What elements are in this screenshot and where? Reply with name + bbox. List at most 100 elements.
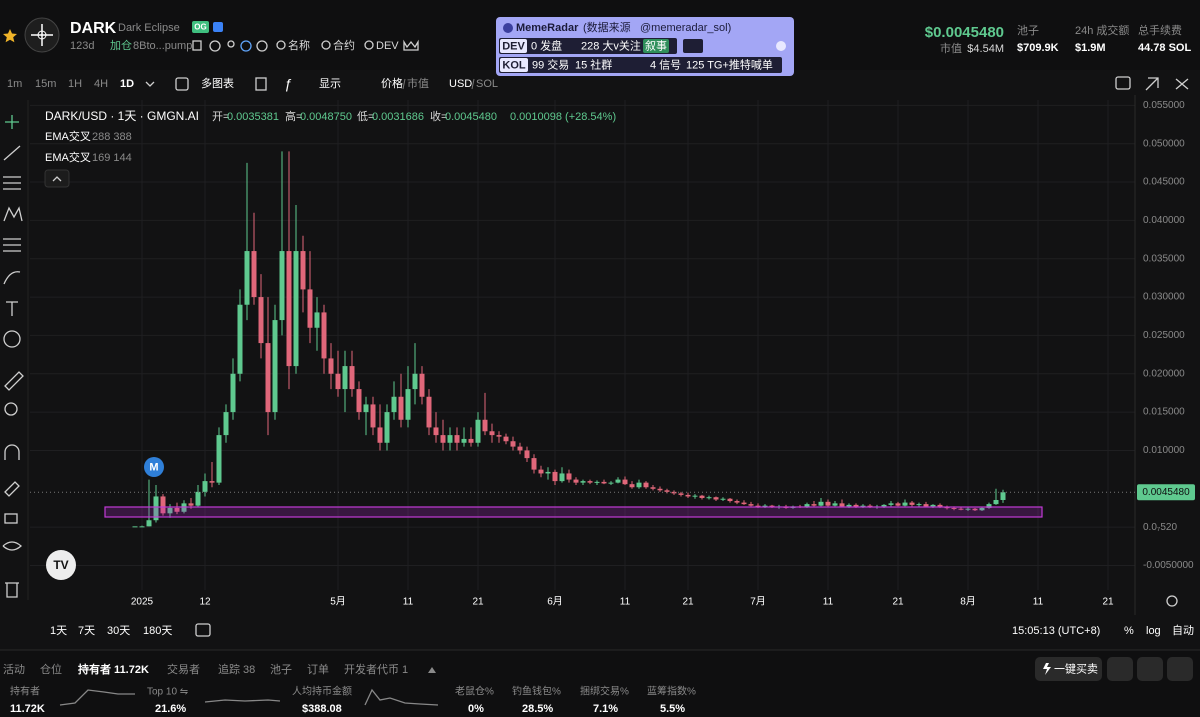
tab[interactable]: 交易者: [167, 662, 200, 676]
tab[interactable]: 开发者代币 1: [344, 662, 408, 676]
price-toggle[interactable]: 价格: [381, 76, 403, 90]
dropdown[interactable]: [145, 81, 155, 87]
mcap: $4.54M: [967, 43, 1004, 55]
y-tick-label: 0.055000: [1143, 100, 1185, 111]
tab[interactable]: 池子: [270, 663, 292, 676]
tab-active[interactable]: 持有者 11.72K: [78, 662, 149, 676]
projection-tool[interactable]: [3, 238, 21, 252]
interval[interactable]: 15m: [35, 78, 56, 90]
copy-icon[interactable]: [192, 40, 202, 51]
search-icon[interactable]: [321, 40, 331, 50]
expand-icon[interactable]: [1145, 77, 1159, 91]
brush-tool[interactable]: [3, 271, 21, 285]
range[interactable]: 180天: [143, 625, 172, 637]
candle-body: [713, 497, 719, 500]
candle-body: [1000, 492, 1006, 500]
icon-button[interactable]: [1137, 657, 1163, 681]
refresh-icon[interactable]: [776, 41, 786, 51]
sol-toggle[interactable]: SOL: [476, 78, 498, 90]
candle-body: [503, 436, 509, 442]
camera-icon[interactable]: [1115, 76, 1131, 90]
ruler-tool[interactable]: [4, 371, 24, 391]
buy-button[interactable]: [1035, 657, 1102, 681]
chart-title: DARK/USD · 1天 · GMGN.AI: [45, 109, 199, 123]
interval-active[interactable]: 1D: [120, 78, 134, 90]
candle-body: [832, 503, 838, 506]
delete-tool[interactable]: [5, 582, 19, 598]
tab-caret[interactable]: [428, 667, 436, 673]
search-icon[interactable]: [364, 40, 374, 50]
text-tool[interactable]: [6, 301, 18, 316]
story-bg: [643, 39, 669, 53]
range[interactable]: 1天: [50, 625, 67, 637]
candle-body: [475, 419, 481, 443]
address[interactable]: 8Bto...pump: [133, 40, 192, 52]
x-tick-label: 11: [403, 597, 414, 608]
usd-toggle[interactable]: USD: [449, 78, 472, 90]
stat-label: Top 10 ⇋: [147, 687, 188, 698]
lock-draw-tool[interactable]: [4, 481, 20, 497]
icon-button[interactable]: [1167, 657, 1193, 681]
add-icon[interactable]: [175, 77, 189, 91]
ohlc-value: 0.0045480: [445, 111, 497, 123]
candle-body: [958, 508, 964, 510]
settings-icon[interactable]: [1166, 595, 1178, 607]
web-icon[interactable]: [209, 40, 221, 52]
signals: 4 信号: [650, 58, 681, 71]
trendline-tool[interactable]: [3, 145, 21, 161]
pattern-tool[interactable]: [3, 206, 23, 222]
fx-icon[interactable]: ƒ: [284, 76, 292, 92]
lock-tool[interactable]: [4, 513, 18, 524]
percent-toggle[interactable]: %: [1124, 625, 1134, 637]
auto-toggle[interactable]: 自动: [1172, 624, 1194, 637]
marker-bg[interactable]: [144, 457, 164, 477]
collapse-button[interactable]: [44, 169, 70, 188]
fullscreen-icon[interactable]: [1175, 78, 1189, 90]
link-dev[interactable]: DEV: [376, 40, 399, 52]
zoom-tool[interactable]: [4, 402, 18, 416]
candle-body: [888, 503, 894, 505]
emoji-tool[interactable]: [3, 330, 21, 348]
stat-label: 持有者: [10, 685, 40, 698]
tab[interactable]: 订单: [307, 663, 329, 676]
scan-icon[interactable]: [240, 40, 252, 52]
log-toggle[interactable]: log: [1146, 625, 1161, 637]
og-badge-bg: [192, 21, 209, 33]
interval[interactable]: 4H: [94, 78, 108, 90]
tab[interactable]: 仓位: [40, 662, 62, 676]
candle-body: [615, 479, 621, 483]
hide-tool[interactable]: [2, 541, 22, 551]
calendar-icon[interactable]: [195, 623, 211, 637]
communities: 15 社群: [575, 57, 612, 71]
user-icon[interactable]: [227, 40, 235, 48]
candle-body: [153, 496, 159, 521]
range[interactable]: 30天: [107, 625, 130, 637]
tab[interactable]: 活动: [3, 663, 25, 676]
display[interactable]: 显示: [319, 77, 341, 90]
range[interactable]: 7天: [78, 625, 95, 637]
tab[interactable]: 追踪 38: [218, 662, 255, 676]
stat-value: 7.1%: [593, 703, 618, 715]
link-contract[interactable]: 合约: [333, 38, 355, 52]
interval[interactable]: 1m: [7, 78, 22, 90]
favorite-star[interactable]: [3, 29, 18, 43]
magnet-tool[interactable]: [4, 444, 20, 460]
link-name[interactable]: 名称: [288, 38, 310, 52]
search-icon[interactable]: [276, 40, 286, 50]
buy-label[interactable]: 一键买卖: [1054, 661, 1098, 675]
candle-body: [524, 450, 530, 459]
candle-body: [202, 481, 208, 492]
crosshair-tool[interactable]: [5, 115, 19, 129]
vol-label: 24h 成交额: [1075, 23, 1129, 37]
icon-button[interactable]: [1107, 657, 1133, 681]
candle-body: [741, 502, 747, 505]
indicator-values: 288 388: [92, 131, 132, 143]
fib-tool[interactable]: [3, 176, 21, 190]
share-icon[interactable]: [403, 39, 419, 51]
mcap-toggle[interactable]: 市值: [407, 76, 429, 90]
bolt-icon: [1043, 663, 1051, 675]
multi-chart[interactable]: 多图表: [201, 76, 234, 90]
interval[interactable]: 1H: [68, 78, 82, 90]
coin-icon[interactable]: [256, 40, 268, 52]
candle-icon[interactable]: [255, 77, 267, 91]
